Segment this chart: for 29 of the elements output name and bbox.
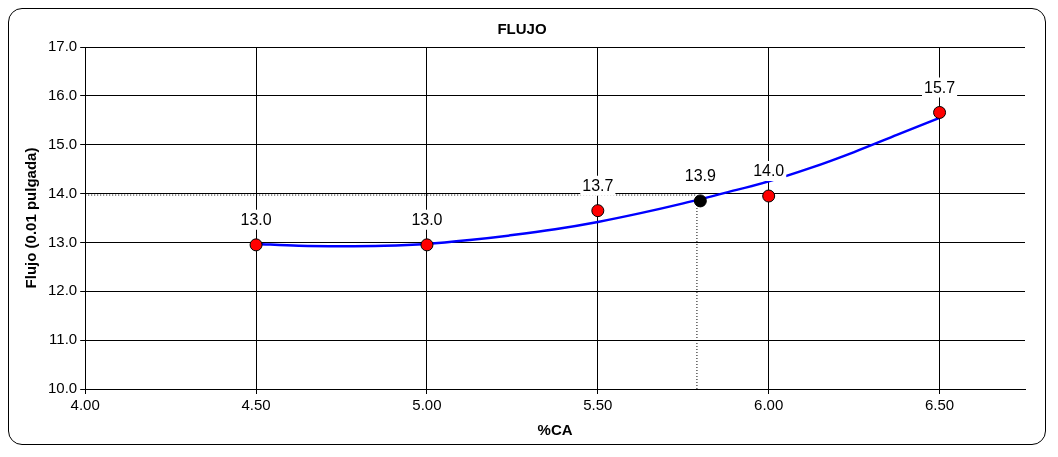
data-label: 13.0 xyxy=(240,211,272,229)
x-tick-label: 5.50 xyxy=(583,396,613,414)
y-tick-label: 10.0 xyxy=(47,379,78,397)
y-tick-label: 12.0 xyxy=(47,281,78,299)
y-tick-label: 15.0 xyxy=(47,134,78,152)
x-axis-title: %CA xyxy=(537,421,573,439)
data-label: 13.7 xyxy=(582,177,614,195)
y-tick-label: 14.0 xyxy=(47,183,78,201)
data-label: 13.0 xyxy=(411,211,443,229)
point xyxy=(762,189,776,203)
x-tick-label: 5.00 xyxy=(412,396,442,414)
point xyxy=(693,194,707,208)
y-tick-label: 13.0 xyxy=(47,232,78,250)
x-tick-label: 4.00 xyxy=(70,396,100,414)
point xyxy=(591,204,605,218)
point xyxy=(249,238,263,252)
x-tick-label: 6.50 xyxy=(924,396,955,414)
data-label: 13.9 xyxy=(684,167,717,185)
point xyxy=(933,105,947,119)
x-tick-label: 6.00 xyxy=(754,396,784,414)
x-tick-label: 4.50 xyxy=(241,396,271,414)
y-tick-label: 11.0 xyxy=(49,330,78,348)
y-tick-label: 16.0 xyxy=(47,86,78,103)
point xyxy=(420,238,434,252)
y-tick-label: 17.0 xyxy=(47,37,78,55)
data-label: 14.0 xyxy=(753,162,785,180)
chart-title: FLUJO xyxy=(497,20,547,38)
y-axis-title: Flujo (0.01 pulgada) xyxy=(22,147,40,289)
data-label: 15.7 xyxy=(923,78,956,96)
